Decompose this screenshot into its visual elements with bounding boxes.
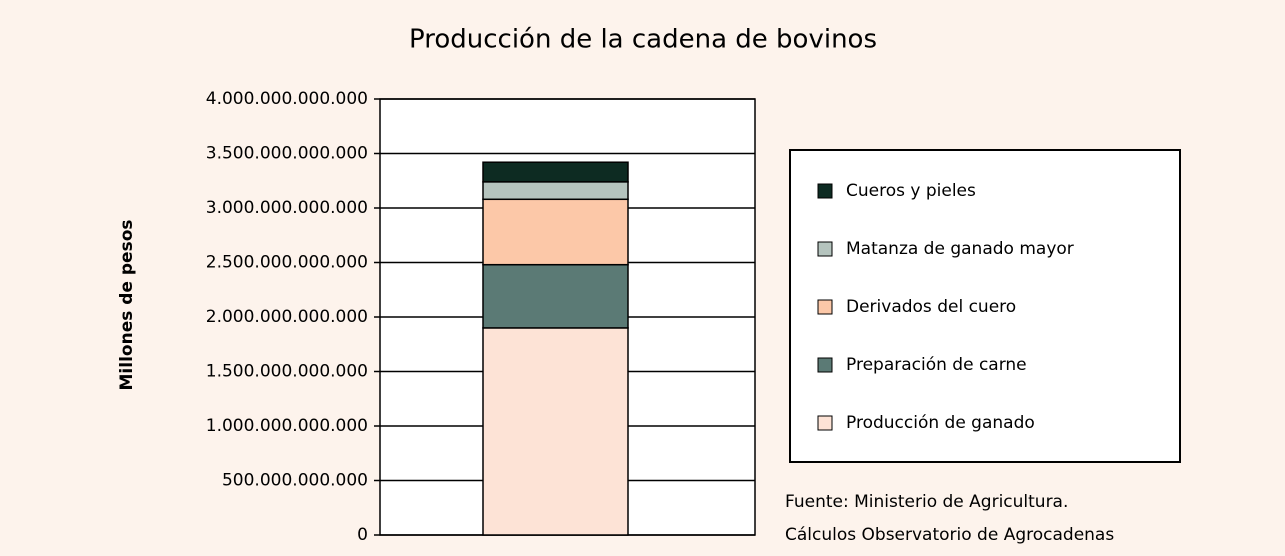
bar-segment <box>482 198 629 266</box>
source-note: Fuente: Ministerio de Agricultura. <box>785 492 1068 512</box>
bar-segment <box>482 181 629 201</box>
y-tick-label: 3.000.000.000.000 <box>206 198 368 218</box>
y-tick-label: 0 <box>357 525 368 545</box>
chart-title: Producción de la cadena de bovinos <box>409 25 877 55</box>
y-tick-label: 500.000.000.000 <box>222 471 368 491</box>
legend-label: Matanza de ganado mayor <box>846 239 1074 259</box>
bar-segment <box>482 161 629 183</box>
y-axis-label: Millones de pesos <box>117 220 137 391</box>
legend-box <box>789 149 1181 463</box>
legend-label: Derivados del cuero <box>846 297 1016 317</box>
y-tick-label: 1.500.000.000.000 <box>206 362 368 382</box>
y-tick-label: 2.000.000.000.000 <box>206 307 368 327</box>
y-tick-label: 4.000.000.000.000 <box>206 89 368 109</box>
y-tick-label: 1.000.000.000.000 <box>206 416 368 436</box>
y-tick-label: 3.500.000.000.000 <box>206 144 368 164</box>
legend-swatch <box>817 415 833 431</box>
legend-swatch <box>817 241 833 257</box>
bar-segment <box>482 263 629 329</box>
source-note: Cálculos Observatorio de Agrocadenas <box>785 525 1114 545</box>
legend-label: Producción de ganado <box>846 413 1035 433</box>
bar-segment <box>482 327 629 536</box>
legend-label: Cueros y pieles <box>846 181 976 201</box>
legend-swatch <box>817 357 833 373</box>
legend-label: Preparación de carne <box>846 355 1027 375</box>
y-tick-label: 2.500.000.000.000 <box>206 253 368 273</box>
legend-swatch <box>817 183 833 199</box>
legend-swatch <box>817 299 833 315</box>
